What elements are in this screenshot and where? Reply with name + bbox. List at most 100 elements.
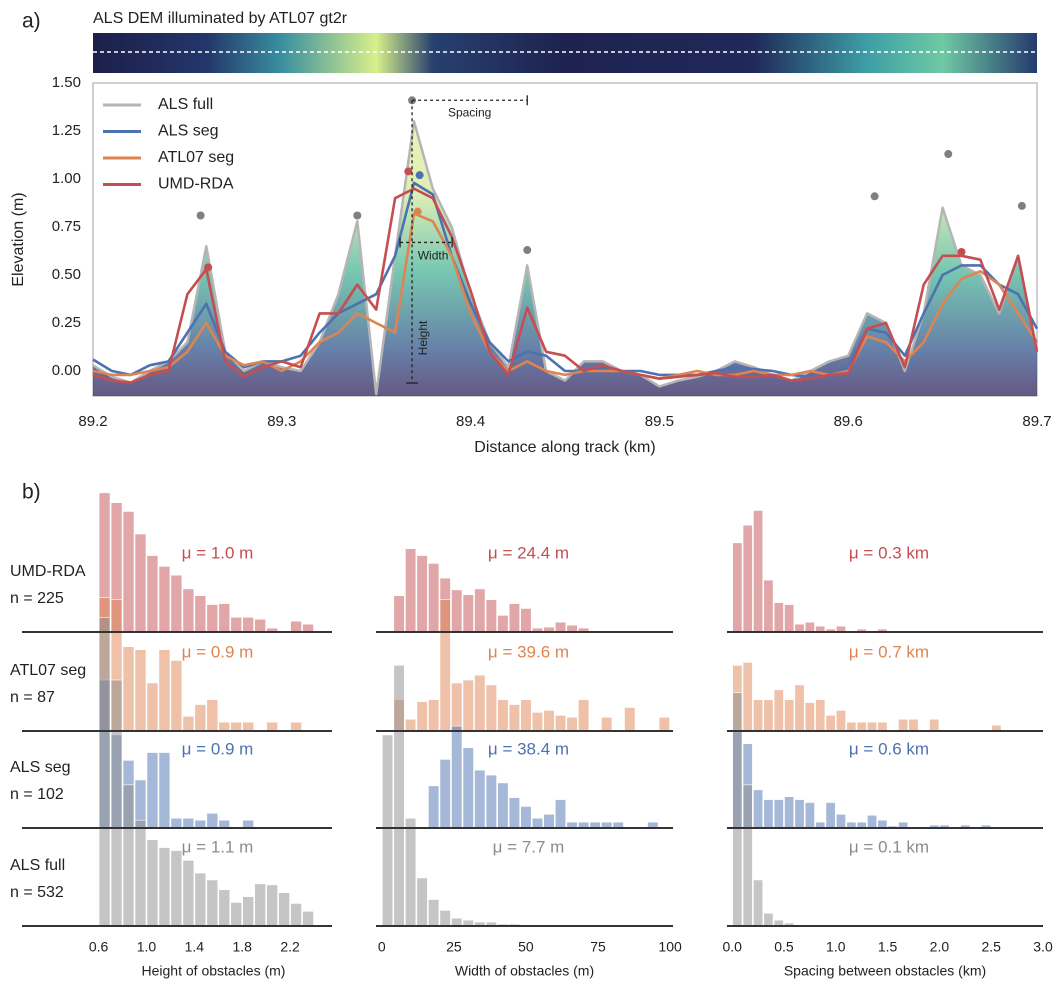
- histogram-bar: [291, 722, 302, 731]
- histogram-bar: [532, 818, 543, 828]
- histogram-bar: [733, 693, 742, 926]
- histogram-bar: [567, 625, 578, 632]
- histogram-bar: [764, 800, 773, 828]
- spacing-annotation: Spacing: [448, 105, 491, 119]
- histogram-bar: [405, 818, 416, 926]
- histogram-bar: [291, 621, 302, 632]
- histogram-bar: [498, 615, 509, 632]
- histogram-bar: [486, 775, 497, 828]
- x-tick-label: 1.5: [878, 939, 898, 955]
- peak-marker: [944, 150, 952, 158]
- histogram-bar: [486, 685, 497, 731]
- histogram-bar: [753, 700, 762, 731]
- histogram-bar: [183, 860, 194, 926]
- histogram-bar: [816, 700, 825, 731]
- x-tick-label: 0.6: [89, 939, 109, 955]
- histogram-bar: [774, 690, 783, 731]
- histogram-bar: [878, 722, 887, 731]
- peak-marker: [957, 248, 965, 256]
- histogram-bar: [867, 815, 876, 828]
- histogram-bar: [509, 798, 520, 828]
- mean-label: μ = 39.6 m: [488, 642, 569, 661]
- peak-marker: [197, 211, 205, 219]
- histogram-bar: [111, 680, 122, 926]
- x-tick-label: 3.0: [1033, 939, 1053, 955]
- y-tick-label: 1.25: [52, 122, 81, 139]
- histogram-bar: [463, 595, 474, 632]
- histogram-bar: [475, 589, 486, 632]
- dem-strip: [93, 33, 1037, 73]
- histogram-bar: [171, 818, 182, 828]
- histogram-bar: [135, 820, 146, 926]
- mean-label: μ = 0.3 km: [849, 543, 929, 562]
- x-tick-label: 89.2: [78, 413, 107, 430]
- histogram-bar: [784, 700, 793, 731]
- mean-label: μ = 38.4 m: [488, 739, 569, 758]
- histogram-bar: [555, 800, 566, 828]
- x-tick-label: 89.6: [834, 413, 863, 430]
- histogram-bar: [382, 735, 393, 926]
- histogram-bar: [394, 596, 405, 632]
- histogram-bar: [183, 818, 194, 828]
- histogram-bar: [147, 683, 158, 731]
- y-tick-label: 0.50: [52, 266, 81, 283]
- histogram-bar: [805, 703, 814, 731]
- mean-label: μ = 24.4 m: [488, 543, 569, 562]
- x-tick-label: 89.4: [456, 413, 485, 430]
- histogram-bar: [532, 712, 543, 731]
- histogram-bar: [509, 705, 520, 731]
- histogram-bar: [753, 880, 762, 926]
- histogram-bar: [764, 580, 773, 632]
- x-axis-label: Spacing between obstacles (km): [784, 963, 986, 979]
- row-label: UMD-RDA: [10, 563, 86, 580]
- histogram-bar: [207, 605, 218, 632]
- histogram-bar: [159, 848, 170, 926]
- histogram-bar: [601, 717, 612, 731]
- histogram-bar: [243, 617, 254, 632]
- x-tick-label: 75: [590, 939, 606, 955]
- x-tick-label: 89.5: [645, 413, 674, 430]
- mean-label: μ = 1.0 m: [182, 543, 254, 562]
- histogram-bar: [795, 624, 804, 632]
- histogram-bar: [878, 820, 887, 828]
- x-tick-label: 1.0: [826, 939, 846, 955]
- histogram-bar: [509, 604, 520, 632]
- histogram-bar: [159, 753, 170, 828]
- histogram-bar: [521, 608, 532, 632]
- count-label: n = 225: [10, 590, 64, 607]
- histogram-bar: [498, 700, 509, 731]
- x-tick-label: 100: [658, 939, 682, 955]
- histogram-bar: [898, 719, 907, 731]
- histogram-bar: [243, 897, 254, 926]
- mean-label: μ = 0.9 m: [182, 642, 254, 661]
- y-tick-label: 1.50: [52, 74, 81, 91]
- x-axis-label: Height of obstacles (m): [142, 963, 286, 979]
- count-label: n = 102: [10, 786, 64, 803]
- histogram-bar: [475, 770, 486, 828]
- histogram-bar: [195, 820, 206, 828]
- histogram-bar: [207, 880, 218, 926]
- histogram-bar: [123, 647, 134, 731]
- histogram-bar: [774, 603, 783, 632]
- histogram-bar: [498, 783, 509, 828]
- histogram-bar: [753, 510, 762, 632]
- histogram-bar: [394, 665, 405, 926]
- histogram-bar: [463, 748, 474, 828]
- histogram-bar: [231, 617, 242, 632]
- histogram-bar: [243, 820, 254, 828]
- histogram-bar: [774, 800, 783, 828]
- histogram-bar: [255, 884, 266, 926]
- histogram-bar: [521, 806, 532, 828]
- histogram-bar: [99, 617, 110, 926]
- histogram-bar: [219, 820, 230, 828]
- histogram-bar: [243, 722, 254, 731]
- histogram-bar: [417, 702, 428, 731]
- histogram-bar: [279, 893, 290, 926]
- histogram-bar: [219, 604, 230, 632]
- histogram-bar: [303, 624, 314, 632]
- histogram-bar: [826, 715, 835, 731]
- histogram-bar: [195, 873, 206, 926]
- histogram-bar: [847, 722, 856, 731]
- x-tick-label: 89.7: [1022, 413, 1051, 430]
- histogram-bar: [578, 700, 589, 731]
